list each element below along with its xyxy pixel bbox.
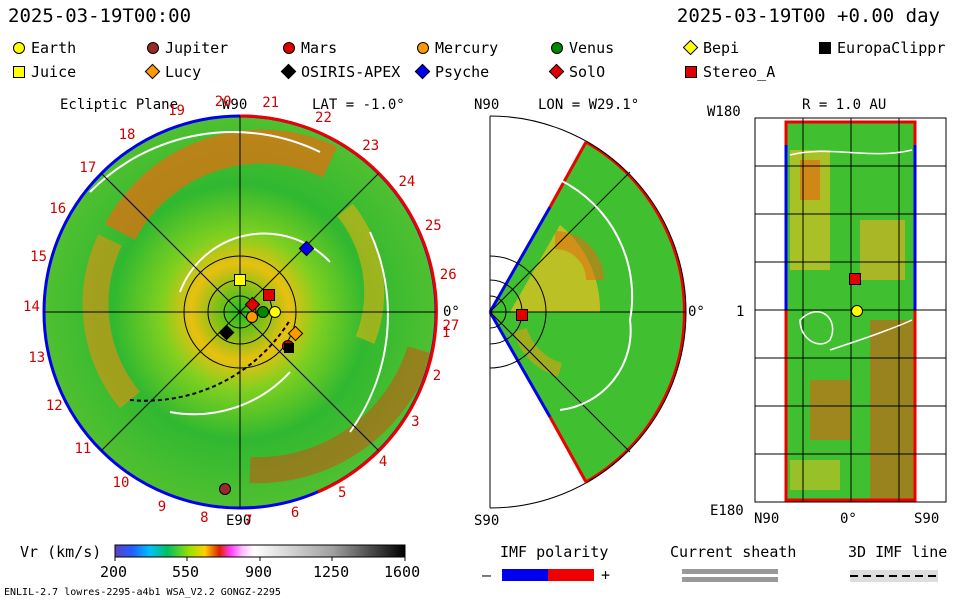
meridional-top-label: N90: [474, 97, 500, 113]
radial-top-left: W180: [707, 104, 741, 120]
ecliptic-tick-label: 3: [411, 414, 420, 431]
ecliptic-tick-label: 19: [168, 103, 185, 120]
legend-label: Stereo_A: [703, 63, 776, 81]
meridional-lon-label: LON = W29.1°: [538, 97, 640, 113]
legend-mars-icon: [283, 42, 295, 54]
ecliptic-lat-label: LAT = -1.0°: [312, 97, 405, 113]
legend-label: Lucy: [165, 63, 202, 81]
imf-positive-bar: [548, 569, 594, 581]
ecliptic-tick-label: 2: [432, 367, 442, 384]
radial-mid-left: 1: [736, 304, 745, 320]
ecliptic-tick-label: 17: [79, 159, 97, 176]
colorbar-tick-1600: 1600: [384, 563, 421, 581]
ecliptic-tick-label: 5: [338, 484, 347, 501]
datetime-left: 2025-03-19T00:00: [8, 5, 192, 27]
imf-line-legend: [850, 570, 938, 582]
colorbar-tick-1250: 1250: [313, 563, 350, 581]
ecliptic-tick-label: 6: [290, 504, 300, 521]
legend-juice-icon: [13, 66, 25, 78]
legend-mercury-icon: [417, 42, 429, 54]
ecliptic-tick-label: 10: [112, 475, 130, 492]
imf-plus: +: [601, 566, 611, 584]
legend-venus-icon: [551, 42, 563, 54]
ecliptic-tick-label: 27: [442, 317, 460, 334]
ecliptic-tick-label: 1: [441, 324, 451, 341]
ecliptic-tick-label: 22: [315, 109, 332, 126]
colorbar-gradient: [114, 544, 406, 558]
meridional-wedge: [488, 115, 687, 509]
ecliptic-top-label: W90: [222, 97, 248, 113]
colorbar-tick-550: 550: [172, 563, 200, 581]
radial-panel: [754, 117, 947, 503]
current-sheath-title: Current sheath: [670, 543, 797, 561]
earth-marker: [269, 306, 281, 318]
ecliptic-tick-label: 8: [200, 510, 209, 527]
radial-stereo-marker: [849, 273, 861, 285]
radial-bottom-left: E180: [710, 503, 744, 519]
ecliptic-tick-label: 26: [439, 266, 457, 283]
ecliptic-tick-label: 13: [28, 350, 46, 367]
legend-label: Mercury: [435, 39, 499, 57]
europa-clipper-marker: [284, 343, 294, 353]
ecliptic-tick-label: 18: [118, 126, 136, 143]
ecliptic-tick-label: 14: [23, 299, 40, 316]
ecliptic-bottom-label: E90: [226, 513, 252, 529]
ecliptic-title: Ecliptic Plane: [60, 97, 179, 113]
ecliptic-tick-label: 24: [398, 173, 416, 190]
legend-label: Mars: [301, 39, 338, 57]
legend-label: Venus: [569, 39, 615, 57]
jupiter-marker: [219, 483, 231, 495]
legend-jupiter-icon: [147, 42, 159, 54]
legend-label: EuropaClippr: [837, 39, 946, 57]
imf-polarity-title: IMF polarity: [500, 543, 609, 561]
radial-r-label: R = 1.0 AU: [802, 97, 887, 113]
meridional-right-label: 0°: [688, 304, 705, 320]
legend-label: Earth: [31, 39, 77, 57]
meridional-bottom-label: S90: [474, 513, 500, 529]
ecliptic-tick-label: 4: [378, 454, 388, 471]
ecliptic-tick-label: 16: [49, 201, 67, 218]
colorbar-tick-200: 200: [100, 563, 128, 581]
legend-label: SolO: [569, 63, 606, 81]
ecliptic-tick-label: 9: [157, 499, 167, 516]
legend-label: Juice: [31, 63, 77, 81]
model-footer: ENLIL-2.7 lowres-2295-a4b1 WSA_V2.2 GONG…: [4, 587, 281, 598]
ecliptic-tick-label: 20: [214, 93, 232, 110]
imf-negative-bar: [502, 569, 548, 581]
ecliptic-tick-label: 12: [45, 398, 63, 415]
ecliptic-tick-label: 7: [243, 512, 253, 529]
radial-earth-marker: [851, 305, 863, 317]
ecliptic-right-label: 0°: [443, 304, 460, 320]
colorbar-ticks: [114, 557, 406, 561]
ecliptic-tick-label: 23: [362, 137, 380, 154]
legend-label: Bepi: [703, 39, 740, 57]
legend-label: Jupiter: [165, 39, 229, 57]
colorbar-title: Vr (km/s): [20, 543, 102, 561]
ecliptic-tick-label: 15: [30, 248, 47, 265]
datetime-right: 2025-03-19T00 +0.00 day: [676, 5, 940, 27]
meridional-stereo-marker: [516, 309, 528, 321]
legend-europaclippr-icon: [819, 42, 831, 54]
legend-stereo-a-icon: [685, 66, 697, 78]
stereo-a-marker: [263, 289, 275, 301]
legend-label: Psyche: [435, 63, 490, 81]
imf-minus: –: [482, 566, 492, 584]
venus-marker: [257, 306, 269, 318]
ecliptic-tick-label: 11: [74, 440, 92, 457]
ecliptic-tick-label: 21: [262, 95, 280, 112]
colorbar-tick-900: 900: [245, 563, 273, 581]
radial-axis-n90: N90: [754, 511, 780, 527]
current-sheath-legend: [682, 569, 778, 582]
juice-marker: [234, 274, 246, 286]
radial-axis-s90: S90: [914, 511, 940, 527]
imf-line-title: 3D IMF line: [848, 543, 948, 561]
radial-axis-0: 0°: [840, 511, 857, 527]
ecliptic-tick-label: 25: [424, 217, 442, 234]
ecliptic-disk: [42, 114, 438, 510]
legend-earth-icon: [13, 42, 25, 54]
legend-label: OSIRIS-APEX: [301, 63, 401, 81]
